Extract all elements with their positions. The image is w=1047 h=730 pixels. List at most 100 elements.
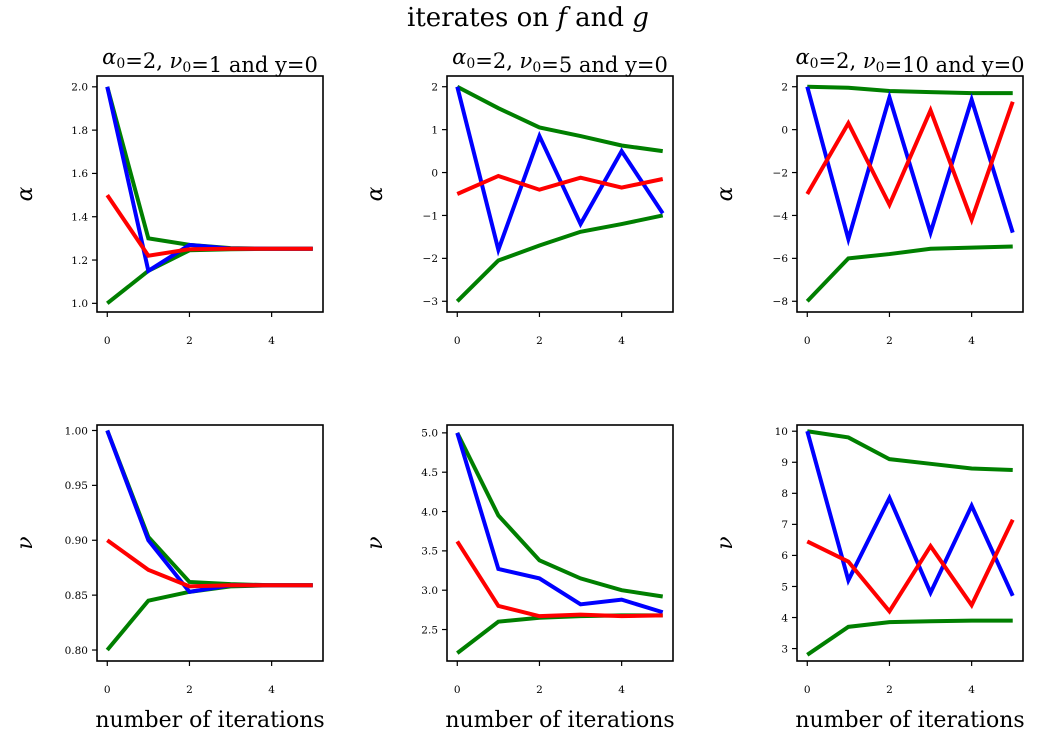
series-line-1 [806, 429, 1013, 473]
y-tick-label: 0.80 [65, 645, 88, 657]
series-line-2 [456, 613, 663, 655]
series-line-4 [456, 173, 664, 196]
y-tick-label: −4 [773, 210, 789, 222]
y-tick-label: 6 [781, 550, 788, 562]
y-tick-label: 2 [781, 82, 788, 94]
x-tick-label: 0 [804, 684, 811, 696]
plot-frame [96, 424, 324, 662]
series-line-3 [105, 429, 313, 595]
y-tick-label: 0.90 [65, 535, 88, 547]
y-tick-label: 1.0 [71, 298, 88, 310]
x-tick-label: 2 [886, 335, 893, 347]
plot-frame [446, 75, 674, 313]
y-axis-label: ν [713, 536, 738, 549]
y-tick-label: 5 [781, 581, 788, 593]
plot-frame [796, 75, 1024, 313]
subplot-4: 0.80 0.85 0.90 0.95 1.00 0 2 4 ν number of iterat… [13, 424, 325, 730]
plot-frame [446, 424, 674, 662]
x-tick-label: 4 [618, 684, 625, 696]
series-line-1 [456, 84, 663, 154]
y-tick-label: −2 [773, 167, 788, 179]
y-tick-label: −6 [773, 253, 789, 265]
subplot-1: 1.0 1.2 1.4 1.6 1.8 2.0 0 2 4 α α0=2, ν0=1 and y=0 [13, 45, 324, 347]
x-tick-label: 2 [886, 684, 893, 696]
x-tick-label: 2 [536, 335, 543, 347]
y-tick-label: 1.00 [65, 425, 88, 437]
y-tick-label: 10 [775, 426, 788, 438]
subplot-5: 2.5 3.0 3.5 4.0 4.5 5.0 0 2 4 ν number of iteratio… [363, 424, 675, 730]
series-line-1 [807, 84, 1013, 96]
series-line-3 [805, 86, 1015, 247]
x-tick-label: 0 [804, 335, 811, 347]
y-tick-label: 3.0 [421, 585, 438, 597]
x-tick-label: 4 [268, 335, 275, 347]
y-axis-label: ν [13, 536, 38, 549]
x-tick-label: 2 [186, 684, 193, 696]
y-tick-label: −2 [423, 253, 438, 265]
y-tick-label: 4.5 [421, 467, 438, 479]
y-tick-label: 2.5 [421, 624, 438, 636]
y-tick-label: 1.2 [71, 255, 88, 267]
x-axis-label: number of iterations [95, 708, 324, 730]
y-tick-label: 9 [781, 457, 788, 469]
y-tick-label: 2.0 [71, 82, 88, 94]
plot-frame [796, 424, 1024, 662]
x-tick-label: 0 [104, 335, 111, 347]
x-tick-label: 4 [618, 335, 625, 347]
y-tick-label: 7 [781, 519, 788, 531]
y-tick-label: 1 [431, 124, 438, 136]
y-tick-label: 0 [781, 124, 788, 136]
y-tick-label: 4 [781, 612, 788, 624]
y-tick-label: 1.4 [71, 212, 88, 224]
x-tick-label: 0 [454, 335, 461, 347]
x-tick-label: 2 [186, 335, 193, 347]
y-axis-label: ν [363, 536, 388, 549]
plot-frame [96, 75, 324, 313]
series-line-4 [805, 101, 1015, 226]
y-tick-label: 0.85 [65, 590, 88, 602]
y-tick-label: 0.95 [65, 480, 88, 492]
series-line-2 [806, 618, 1013, 657]
x-tick-label: 4 [968, 335, 975, 347]
series-line-4 [806, 518, 1015, 615]
y-tick-label: −8 [773, 296, 788, 308]
series-line-2 [455, 213, 664, 303]
subplot-2: −3 −2 −1 0 1 2 0 2 4 α α0=2, ν0=5 and y=0 [363, 45, 674, 347]
series-line-2 [805, 244, 1013, 303]
series-line-4 [106, 538, 313, 589]
x-tick-label: 4 [268, 684, 275, 696]
series-line-3 [455, 86, 665, 257]
y-axis-label: α [363, 186, 388, 201]
subplot-title: α0=2, ν0=5 and y=0 [452, 45, 668, 77]
subplot-title: α0=2, ν0=1 and y=0 [102, 45, 318, 77]
x-tick-label: 2 [536, 684, 543, 696]
x-tick-label: 4 [968, 684, 975, 696]
y-tick-label: 2 [431, 82, 438, 94]
y-tick-label: 3.5 [421, 546, 438, 558]
y-tick-label: −3 [423, 296, 438, 308]
x-axis-label: number of iterations [445, 708, 674, 730]
series-line-2 [105, 583, 313, 652]
x-tick-label: 0 [454, 684, 461, 696]
x-tick-label: 0 [104, 684, 111, 696]
subplot-6: 3 4 5 6 7 8 9 10 0 2 4 ν number of iterations [713, 424, 1025, 730]
y-tick-label: 3 [781, 643, 788, 655]
y-tick-label: 5.0 [421, 428, 438, 440]
y-tick-label: 1.8 [71, 125, 88, 137]
y-tick-label: 1.6 [71, 168, 88, 180]
y-axis-label: α [713, 186, 738, 201]
subplot-3: −8 −6 −4 −2 0 2 0 2 4 α α0=2, ν0=10 and y=0 [713, 45, 1025, 347]
series-line-4 [455, 540, 663, 619]
suptitle: iterates on f and g [407, 3, 649, 33]
subplot-title: α0=2, ν0=10 and y=0 [795, 45, 1024, 77]
y-tick-label: 0 [431, 167, 438, 179]
y-tick-label: 4.0 [421, 506, 438, 518]
series-line-4 [105, 193, 313, 258]
series-line-3 [455, 432, 664, 615]
series-line-3 [805, 430, 1015, 598]
series-line-1 [455, 431, 664, 599]
y-tick-label: 8 [781, 488, 788, 500]
series-line-2 [106, 246, 313, 305]
y-axis-label: α [13, 186, 38, 201]
